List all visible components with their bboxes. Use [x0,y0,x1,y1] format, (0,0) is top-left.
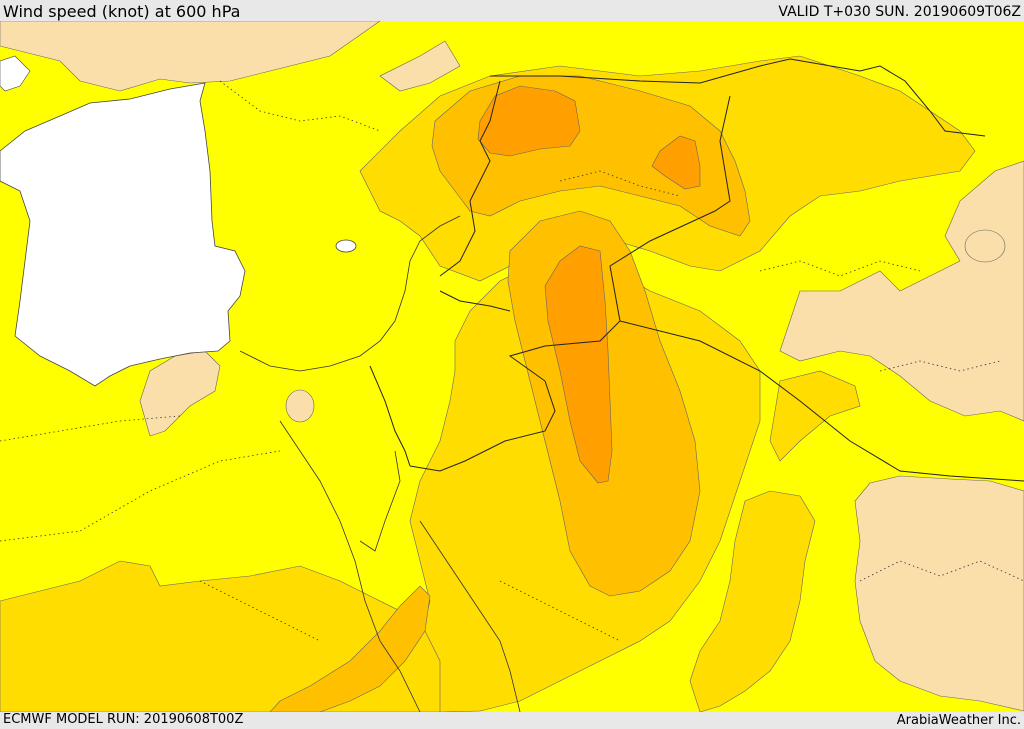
mediterranean-sea [0,82,246,387]
moderate-wind-east [689,490,816,712]
model-run: ECMWF MODEL RUN: 20190608T00Z [3,712,244,727]
fresh-wind-southwest [269,585,431,712]
moderate-wind-iraq [769,370,861,462]
calm-area-iran [779,160,1024,422]
calm-area-turkey [0,21,381,92]
footer-bar: ECMWF MODEL RUN: 20190608T00Z ArabiaWeat… [0,712,1024,729]
cyprus-hole [335,239,357,253]
map-title: Wind speed (knot) at 600 hPa [3,2,241,21]
calm-spot-sinai [285,389,315,423]
coastlines [239,215,521,712]
aegean-islands [0,55,31,92]
valid-time: VALID T+030 SUN. 20190609T06Z [778,4,1021,20]
calm-area-southeast [854,475,1024,712]
province-lines [0,80,1024,642]
wind-speed-map [0,21,1024,712]
strong-wind-core [544,245,613,484]
strong-wind-north [477,85,581,157]
calm-spot-caspian [964,229,1006,263]
borders [369,58,1024,482]
calm-area-egypt [139,350,221,437]
calm-area-north [379,40,461,92]
strong-wind-iraq [651,135,701,190]
header-bar: Wind speed (knot) at 600 hPa VALID T+030… [0,0,1024,21]
credit-text: ArabiaWeather Inc. [896,713,1021,728]
